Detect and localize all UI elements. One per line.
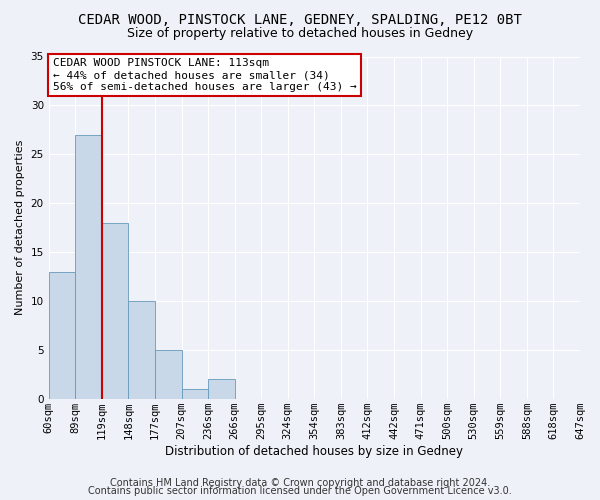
- Y-axis label: Number of detached properties: Number of detached properties: [15, 140, 25, 316]
- Text: Contains HM Land Registry data © Crown copyright and database right 2024.: Contains HM Land Registry data © Crown c…: [110, 478, 490, 488]
- Bar: [102, 222, 128, 398]
- Bar: [208, 379, 235, 398]
- X-axis label: Distribution of detached houses by size in Gedney: Distribution of detached houses by size …: [166, 444, 463, 458]
- Bar: [182, 389, 208, 398]
- Bar: [75, 134, 102, 398]
- Bar: [49, 272, 75, 398]
- Text: CEDAR WOOD, PINSTOCK LANE, GEDNEY, SPALDING, PE12 0BT: CEDAR WOOD, PINSTOCK LANE, GEDNEY, SPALD…: [78, 12, 522, 26]
- Text: Contains public sector information licensed under the Open Government Licence v3: Contains public sector information licen…: [88, 486, 512, 496]
- Text: Size of property relative to detached houses in Gedney: Size of property relative to detached ho…: [127, 28, 473, 40]
- Bar: [155, 350, 182, 399]
- Text: CEDAR WOOD PINSTOCK LANE: 113sqm
← 44% of detached houses are smaller (34)
56% o: CEDAR WOOD PINSTOCK LANE: 113sqm ← 44% o…: [53, 58, 356, 92]
- Bar: [128, 301, 155, 398]
